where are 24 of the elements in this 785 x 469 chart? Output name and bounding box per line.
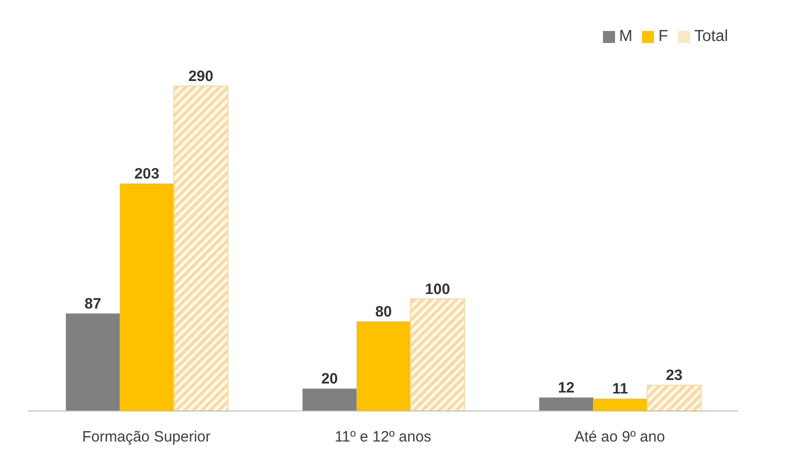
data-label: 100 xyxy=(425,280,450,298)
bar xyxy=(120,184,174,411)
data-label: 290 xyxy=(188,68,214,85)
bar xyxy=(356,321,411,411)
data-label: 203 xyxy=(134,166,160,182)
bar xyxy=(173,86,228,412)
bar xyxy=(539,398,594,411)
bar xyxy=(302,388,357,411)
bar xyxy=(593,398,648,411)
x-tick-label: 11º e 12º anos xyxy=(334,428,432,446)
data-label: 87 xyxy=(84,296,102,312)
data-label: 20 xyxy=(321,370,338,388)
bar xyxy=(66,314,120,411)
bar xyxy=(646,384,702,412)
legend-label: Total xyxy=(694,28,728,45)
data-label: 23 xyxy=(666,367,683,384)
x-tick-label: Até ao 9º ano xyxy=(574,428,665,446)
legend-label: F xyxy=(658,28,668,45)
legend-label: M xyxy=(619,28,632,45)
data-label: 12 xyxy=(558,380,575,397)
bar xyxy=(410,298,466,412)
data-label: 80 xyxy=(375,303,392,320)
data-label: 11 xyxy=(612,380,628,398)
x-tick-label: Formação Superior xyxy=(82,428,211,446)
